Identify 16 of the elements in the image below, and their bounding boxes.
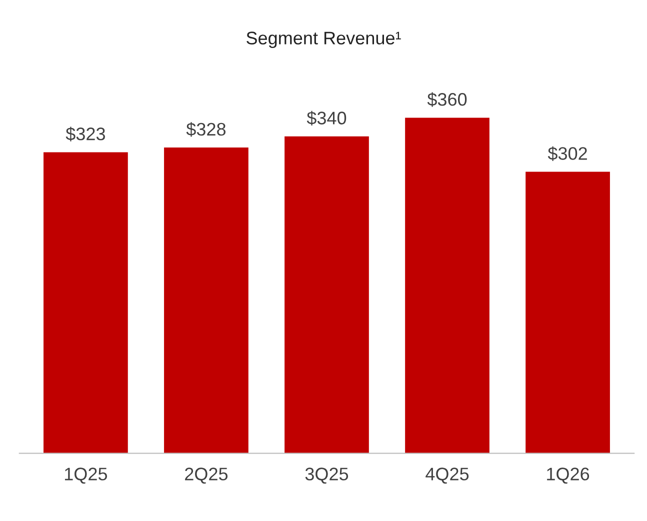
bar <box>44 152 128 454</box>
x-tick-label: 4Q25 <box>426 468 469 484</box>
data-label: $328 <box>186 122 226 137</box>
bar <box>164 148 248 454</box>
data-label: $323 <box>66 126 105 142</box>
x-tick-label: 1Q25 <box>64 468 108 484</box>
chart-title: Segment Revenue¹ <box>246 32 401 48</box>
data-label: $340 <box>306 110 346 126</box>
bar <box>405 118 490 454</box>
bar <box>284 136 369 454</box>
x-tick-label: 1Q26 <box>547 468 590 484</box>
x-tick-label: 3Q25 <box>305 468 348 484</box>
data-label: $360 <box>427 92 467 107</box>
x-tick-label: 2Q25 <box>185 468 228 484</box>
bar <box>526 172 610 454</box>
data-label: $302 <box>548 146 587 161</box>
